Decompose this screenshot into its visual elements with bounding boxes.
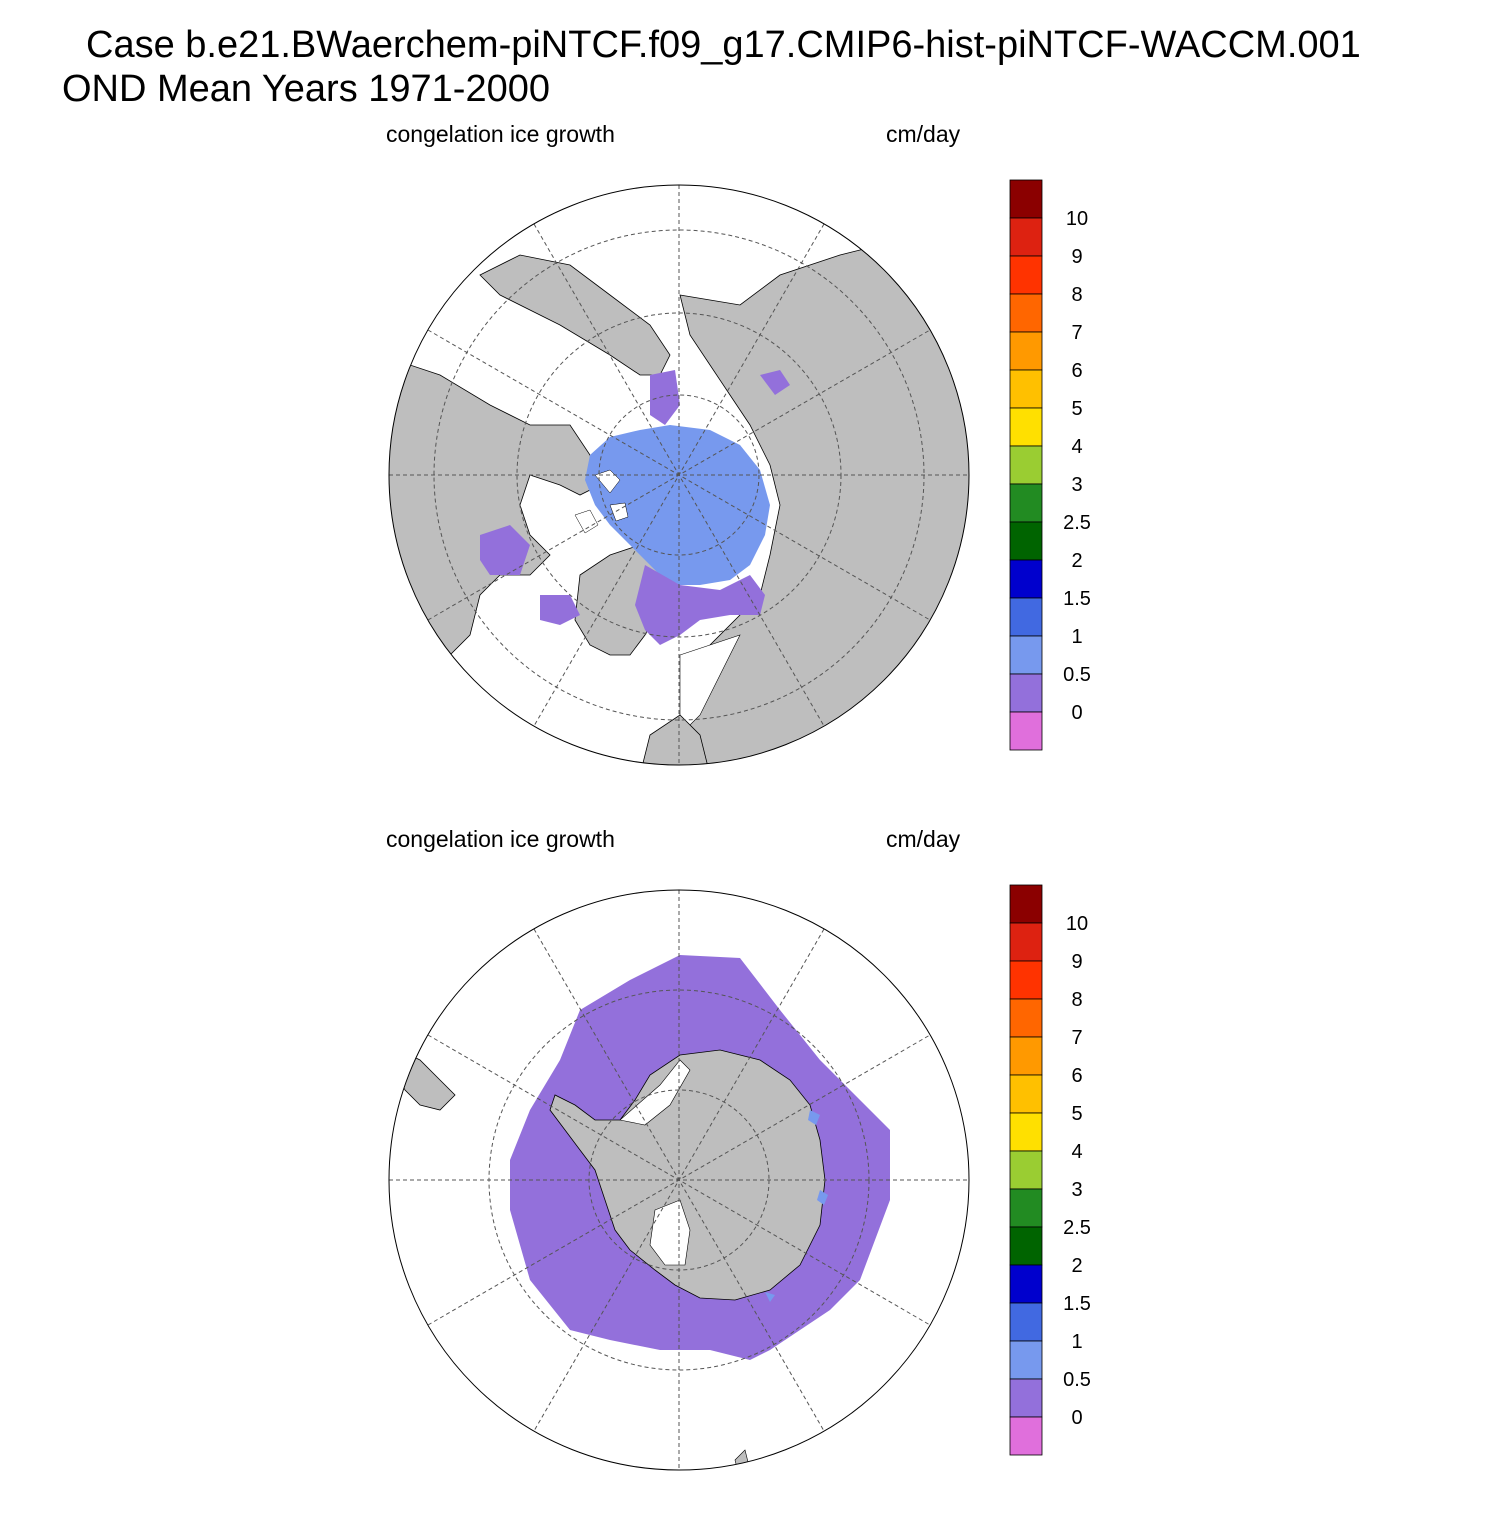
south-colorbar-tick-label: 9 xyxy=(1071,951,1082,973)
north-colorbar-box xyxy=(1009,483,1043,523)
south-colorbar-box xyxy=(1009,1302,1043,1342)
south-units-label: cm/day xyxy=(886,826,961,852)
south-colorbar-tick-label: 2.5 xyxy=(1063,1217,1091,1239)
barents-ice-rim xyxy=(635,565,765,645)
north-colorbar-tick-label: 8 xyxy=(1071,284,1082,306)
south-colorbar-tick-label: 0 xyxy=(1071,1407,1082,1429)
north-colorbar-box xyxy=(1009,217,1043,257)
north-colorbar-tick-label: 4 xyxy=(1071,436,1082,458)
south-colorbar-box xyxy=(1009,998,1043,1038)
south-colorbar-box xyxy=(1009,1264,1043,1304)
south-colorbar-tick-label: 8 xyxy=(1071,989,1082,1011)
north-units-label: cm/day xyxy=(886,121,961,147)
south-panel: congelation ice growth cm/day xyxy=(0,820,1500,1525)
north-panel: congelation ice growth cm/day xyxy=(0,115,1500,820)
south-colorbar-tick-label: 0.5 xyxy=(1063,1369,1091,1391)
south-colorbar-box xyxy=(1009,1112,1043,1152)
hudson-bay-ice xyxy=(480,525,530,575)
north-colorbar-box xyxy=(1009,597,1043,637)
south-colorbar-box xyxy=(1009,884,1043,924)
north-colorbar-box xyxy=(1009,369,1043,409)
north-colorbar: 0 0.5 1 1.5 2 2.5 3 4 5 6 7 8 9 10 xyxy=(1009,179,1091,751)
north-colorbar-tick-label: 5 xyxy=(1071,398,1082,420)
north-colorbar-box xyxy=(1009,331,1043,371)
north-colorbar-tick-label: 2 xyxy=(1071,550,1082,572)
south-colorbar-tick-label: 6 xyxy=(1071,1065,1082,1087)
north-colorbar-box xyxy=(1009,407,1043,447)
north-colorbar-box xyxy=(1009,521,1043,561)
north-colorbar-tick-label: 0.5 xyxy=(1063,664,1091,686)
south-variable-label: congelation ice growth xyxy=(386,826,615,852)
south-colorbar-box xyxy=(1009,1378,1043,1418)
south-colorbar-tick-label: 4 xyxy=(1071,1141,1082,1163)
north-colorbar-box xyxy=(1009,673,1043,713)
north-colorbar-box xyxy=(1009,559,1043,599)
north-colorbar-tick-label: 2.5 xyxy=(1063,512,1091,534)
north-polar-map xyxy=(388,184,970,766)
europe-landmass xyxy=(639,714,711,765)
south-colorbar-box xyxy=(1009,1074,1043,1114)
north-colorbar-box xyxy=(1009,293,1043,333)
baffin-bay-ice xyxy=(540,595,580,625)
north-colorbar-tick-label: 0 xyxy=(1071,702,1082,724)
north-colorbar-box xyxy=(1009,635,1043,675)
south-colorbar-box xyxy=(1009,1150,1043,1190)
south-colorbar-box xyxy=(1009,960,1043,1000)
arctic-ice-core xyxy=(585,425,770,585)
south-polar-map xyxy=(388,889,970,1471)
north-colorbar-box xyxy=(1009,445,1043,485)
north-colorbar-tick-label: 10 xyxy=(1066,208,1088,230)
north-colorbar-box xyxy=(1009,255,1043,295)
south-colorbar-tick-label: 5 xyxy=(1071,1103,1082,1125)
south-colorbar-tick-label: 1.5 xyxy=(1063,1293,1091,1315)
south-colorbar-box xyxy=(1009,1188,1043,1228)
south-colorbar-tick-label: 7 xyxy=(1071,1027,1082,1049)
plot-title-case: Case b.e21.BWaerchem-piNTCF.f09_g17.CMIP… xyxy=(86,24,1361,66)
north-colorbar-box xyxy=(1009,711,1043,751)
north-colorbar-tick-label: 7 xyxy=(1071,322,1082,344)
north-variable-label: congelation ice growth xyxy=(386,121,615,147)
north-colorbar-box xyxy=(1009,179,1043,219)
north-colorbar-tick-label: 6 xyxy=(1071,360,1082,382)
south-colorbar-tick-label: 2 xyxy=(1071,1255,1082,1277)
alaska-landmass xyxy=(479,254,671,376)
north-colorbar-tick-label: 9 xyxy=(1071,246,1082,268)
south-colorbar-box xyxy=(1009,922,1043,962)
north-colorbar-tick-label: 1 xyxy=(1071,626,1082,648)
north-colorbar-tick-label: 1.5 xyxy=(1063,588,1091,610)
north-colorbar-tick-label: 3 xyxy=(1071,474,1082,496)
south-colorbar-box xyxy=(1009,1416,1043,1456)
south-colorbar-tick-label: 3 xyxy=(1071,1179,1082,1201)
plot-title-period: OND Mean Years 1971-2000 xyxy=(62,68,550,110)
south-colorbar: 0 0.5 1 1.5 2 2.5 3 4 5 6 7 8 9 10 xyxy=(1009,884,1091,1456)
south-colorbar-tick-label: 1 xyxy=(1071,1331,1082,1353)
south-colorbar-tick-label: 10 xyxy=(1066,913,1088,935)
south-colorbar-box xyxy=(1009,1340,1043,1380)
bering-ice xyxy=(650,370,680,425)
south-colorbar-box xyxy=(1009,1036,1043,1076)
south-colorbar-box xyxy=(1009,1226,1043,1266)
